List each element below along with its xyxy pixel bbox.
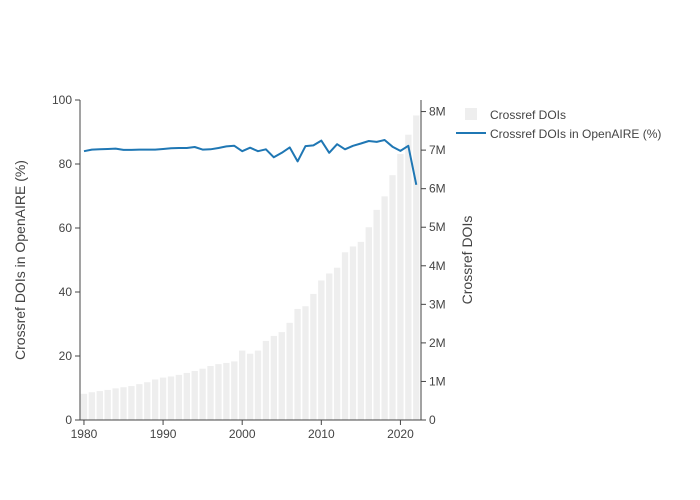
bar-1997[interactable] [215,364,222,420]
bar-2017[interactable] [373,209,380,420]
bar-2007[interactable] [294,308,301,420]
line-series-openaire-percent [83,139,418,186]
bar-1993[interactable] [183,372,190,420]
x-tick-label: 1990 [150,427,177,441]
y-tick-label: 80 [59,157,73,171]
y-tick-label: 100 [52,93,72,107]
x-tick-label: 1980 [71,427,98,441]
bar-2004[interactable] [270,335,278,420]
y2-tick-label: 1M [429,374,446,388]
bar-1991[interactable] [167,376,175,420]
y2-tick-label: 2M [429,336,446,350]
y-axis-title: Crossref DOIs in OpenAIRE (%) [12,160,28,360]
bar-2003[interactable] [262,340,270,420]
axes [79,100,422,421]
bar-2006[interactable] [286,322,293,420]
bar-1984[interactable] [112,388,119,420]
bar-1983[interactable] [104,389,111,420]
ticks: 0 20 40 60 80 100 0 1M 2M 3M 4M 5M 6M 7M 8M 1980 1990 200… [52,93,446,441]
bar-1988[interactable] [144,382,151,420]
y-tick-label: 40 [59,285,73,299]
y-tick-label: 60 [59,221,73,235]
bar-2012[interactable] [333,267,341,420]
bar-2019[interactable] [389,175,396,420]
bar-2018[interactable] [381,196,388,420]
bar-2009[interactable] [310,293,317,420]
y2-tick-label: 7M [429,143,446,157]
bar-2014[interactable] [349,246,357,420]
bar-1985[interactable] [120,387,127,420]
bar-1999[interactable] [231,361,238,420]
bar-1995[interactable] [199,368,206,420]
bar-2015[interactable] [357,241,365,420]
y2-tick-label: 5M [429,220,446,234]
bar-1982[interactable] [96,391,103,420]
y2-tick-label: 8M [429,105,446,119]
bar-2001[interactable] [246,353,254,420]
legend-label-crossref-dois[interactable]: Crossref DOIs [490,108,566,122]
bar-2020[interactable] [397,153,404,421]
bar-2016[interactable] [365,227,372,420]
bar-1992[interactable] [175,374,183,420]
bar-2008[interactable] [302,306,309,420]
bar-1990[interactable] [159,377,167,420]
bar-1980[interactable] [80,393,88,420]
line-openaire-percent[interactable] [83,139,418,186]
x-tick-label: 2000 [229,427,256,441]
y2-tick-label: 6M [429,182,446,196]
y2-axis-title: Crossref DOIs [459,216,475,305]
bar-1989[interactable] [151,379,159,420]
bar-2000[interactable] [239,350,246,420]
bar-1998[interactable] [223,362,230,420]
y2-tick-label: 4M [429,259,446,273]
legend: Crossref DOIs Crossref DOIs in OpenAIRE … [456,108,661,141]
y-tick-label: 20 [59,349,73,363]
bar-2011[interactable] [326,273,333,420]
x-tick-label: 2020 [387,427,414,441]
legend-bar-swatch[interactable] [465,108,477,120]
bar-1987[interactable] [136,384,143,420]
bar-2010[interactable] [318,280,325,420]
y2-tick-label: 3M [429,297,446,311]
bar-1994[interactable] [191,371,198,420]
bar-series-crossref-dois [80,115,420,421]
bar-2005[interactable] [278,332,285,420]
legend-label-openaire-percent[interactable]: Crossref DOIs in OpenAIRE (%) [490,127,661,141]
y-tick-label: 0 [65,413,72,427]
x-tick-label: 2010 [308,427,335,441]
bar-2013[interactable] [341,252,349,420]
bar-2021[interactable] [405,134,412,420]
bar-2022[interactable] [413,115,420,420]
bar-2002[interactable] [254,350,262,420]
y2-tick-label: 0 [429,413,436,427]
bar-1981[interactable] [88,392,96,420]
bar-1996[interactable] [207,366,214,420]
bar-1986[interactable] [128,386,135,420]
